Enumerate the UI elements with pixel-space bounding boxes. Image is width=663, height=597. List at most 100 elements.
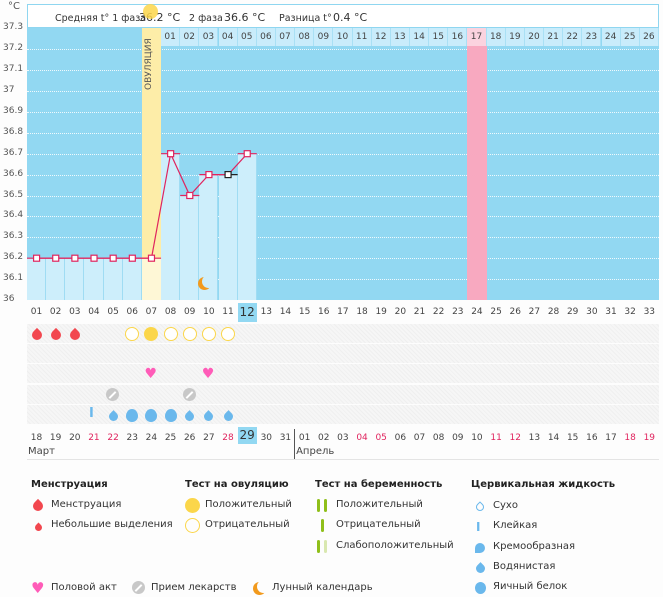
temperature-point[interactable] [243,150,251,158]
y-tick-label: 36.2 [3,252,24,263]
post-ovulation-day-label: 11 [352,28,372,46]
heart-icon: ♥ [201,366,215,382]
gridline [27,258,659,260]
calendar-date: 25 [164,433,177,443]
post-ovulation-day-label: 20 [524,28,545,46]
ovulation-test-negative-icon [201,327,216,341]
post-ovulation-day-label: 10 [333,28,353,46]
temperature-point[interactable] [32,254,41,262]
temperature-bar [103,258,123,300]
temperature-bar [161,153,181,300]
temperature-bar [199,174,219,300]
preg-negative-legend-icon [321,519,324,532]
temperature-point[interactable] [52,254,60,262]
temperature-point[interactable] [128,254,136,262]
cycle-day-number: 29 [566,307,579,317]
legend-item: Сухо [493,500,518,511]
cycle-day-number: 09 [183,307,196,317]
post-ovulation-day-label: 05 [237,28,257,46]
cycle-day-number: 01 [30,307,43,317]
calendar-date: 29 [237,427,257,444]
temperature-point[interactable] [147,254,156,262]
gridline [27,153,659,155]
y-tick-label: 37.1 [3,64,24,75]
cycle-day-number: 18 [356,307,368,317]
ovulation-test-positive-icon [144,327,159,341]
post-ovulation-day-label: 24 [601,28,621,46]
temperature-point[interactable] [71,254,79,262]
temperature-line-svg [27,150,257,262]
legend-item: Яичный белок [493,581,568,592]
calendar-date: 18 [624,433,636,443]
temperature-point[interactable] [186,191,194,200]
cycle-day-number: 22 [432,307,445,317]
gridline [27,91,659,92]
cervical-creamy-legend-icon [475,543,485,553]
post-ovulation-day-label: 14 [410,28,430,46]
temperature-bar [27,258,47,300]
post-ovulation-day-label: 22 [563,28,583,46]
legend-item: Кремообразная [493,541,576,552]
y-tick-label: 36.5 [3,189,24,200]
summary-header: Средняя t° 1 фаза 36.2 °C 2 фаза 36.6 °C… [27,4,659,28]
legend-item: Отрицательный [205,519,290,530]
temperature-plot: ОВУЛЯЦИЯ 01 02 03 04 05 06 07 08 09 10 11 12 13 14 15 16… [27,28,659,300]
post-ovulation-day-label: 23 [582,28,602,46]
post-ovulation-day-label: 19 [505,28,525,46]
cycle-day-number: 21 [413,307,426,317]
legend-item: Лунный календарь [272,582,373,593]
temperature-bar [122,258,142,300]
preg-positive-legend-icon [317,499,320,512]
calendar-date: 28 [222,433,234,443]
moon-legend-icon [257,580,270,593]
pill-icon [106,388,120,401]
y-tick-label: 36.3 [3,231,24,242]
cycle-day-number: 23 [452,307,464,317]
symptom-row-bg [27,344,659,363]
ov-positive-legend-icon [185,498,200,513]
post-ovulation-day-label: 02 [180,28,200,46]
cervical-eggwhite-icon [164,409,177,422]
cycle-day-number: 27 [528,307,541,317]
divider [27,459,659,460]
post-ovulation-day-label: 17 [467,28,487,46]
temperature-point[interactable] [109,254,117,262]
calendar-date: 16 [586,433,598,443]
cycle-day-number: 30 [586,307,598,317]
symptom-row-bg [27,364,659,383]
post-ovulation-day-label: 06 [256,28,276,46]
cycle-day-number: 10 [203,307,215,317]
y-tick-label: 37 [3,85,15,95]
cycle-day-number: 08 [164,307,177,317]
ovulation-test-negative-icon [182,327,197,341]
post-ovulation-day-label: 26 [639,28,659,46]
temperature-point[interactable] [90,254,98,262]
phase2-label: 2 фаза [189,13,223,24]
legend-title-preg-test: Тест на беременность [315,479,443,490]
post-ovulation-day-label: 03 [199,28,219,46]
temperature-point[interactable] [224,171,232,179]
cycle-day-number: 02 [49,307,62,317]
spotting-legend-icon [33,522,43,532]
diff-label: Разница t° [279,13,332,24]
temperature-point[interactable] [167,150,175,158]
calendar-date: 15 [566,433,579,443]
calendar-date: 26 [183,433,196,443]
ovulation-test-negative-icon [221,327,236,341]
y-tick-label: 36.9 [3,105,24,116]
pill-stripe [185,390,194,399]
legend-title-cervical: Цервикальная жидкость [471,479,616,490]
temperature-bar [65,258,85,300]
y-tick-label: 36 [3,294,15,304]
legend-item: Прием лекарств [151,582,237,593]
temperature-bar [46,258,66,300]
calendar-date: 12 [509,433,521,443]
legend-item: Положительный [205,499,292,510]
temperature-point[interactable] [205,171,213,179]
preg-positive-legend-icon [324,499,327,512]
calendar-date: 22 [107,433,119,443]
gridline [27,237,659,239]
gridline [27,216,659,218]
post-ovulation-day-label: 15 [429,28,449,46]
